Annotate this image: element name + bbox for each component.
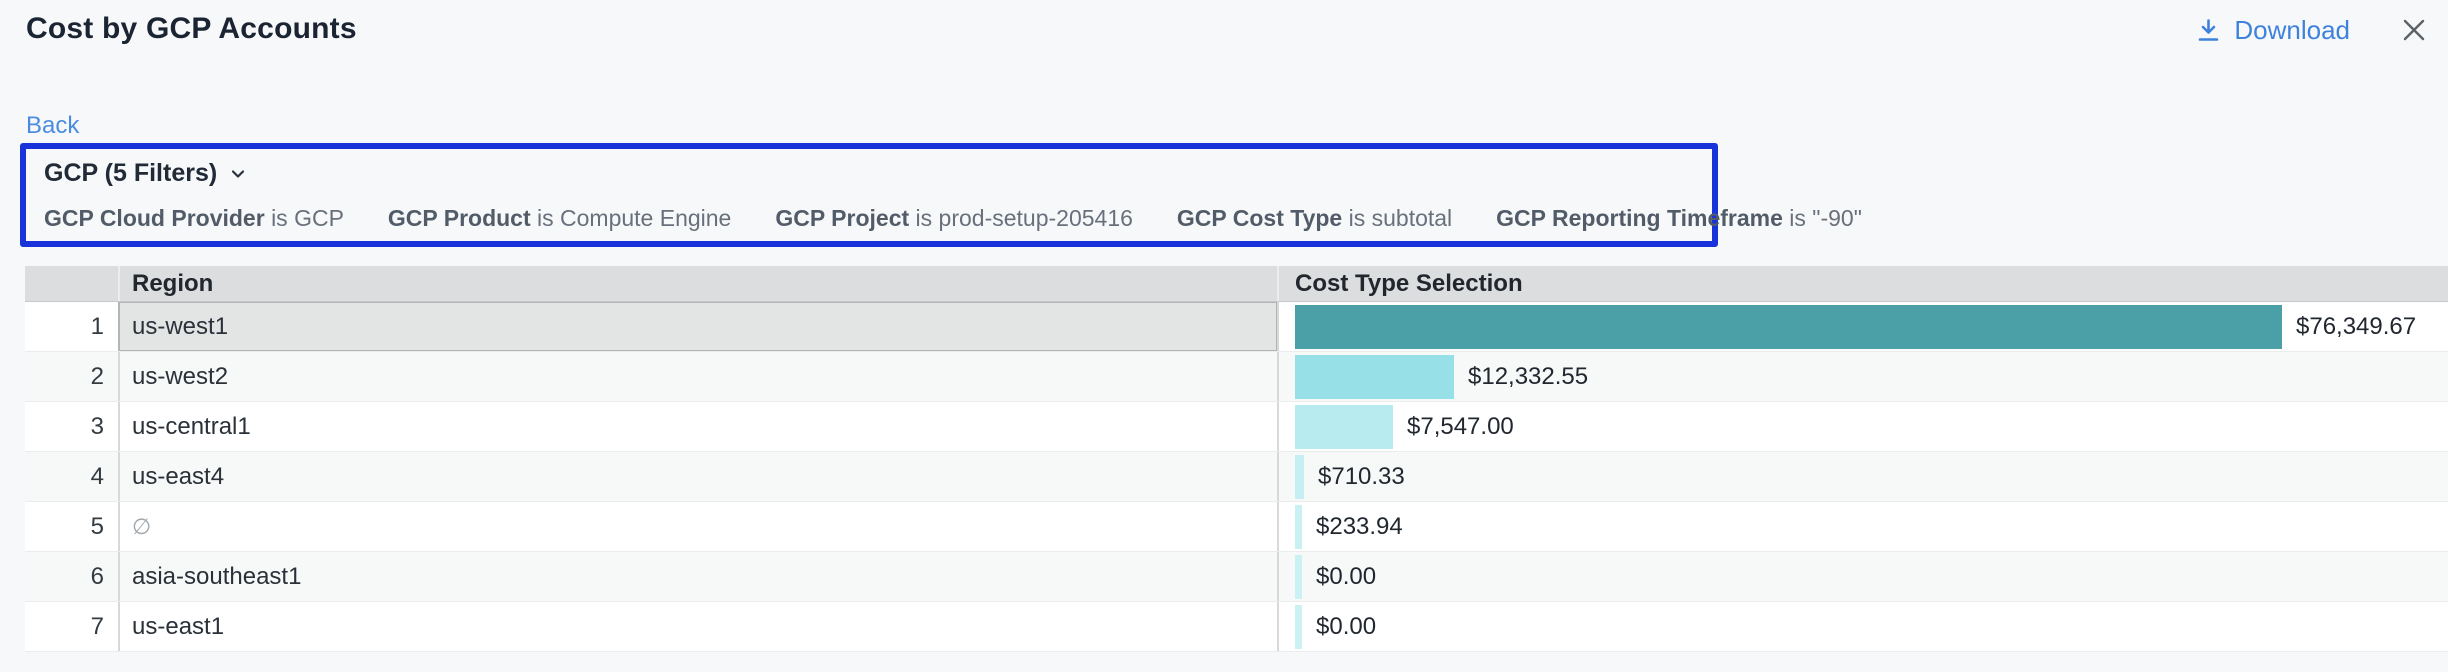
region-cell[interactable]: asia-southeast1: [118, 552, 1277, 601]
cost-bar: [1295, 554, 1302, 599]
cost-cell[interactable]: $233.94: [1277, 502, 2448, 551]
filter-chip[interactable]: GCP Project is prod-setup-205416: [775, 205, 1133, 232]
download-label: Download: [2234, 14, 2350, 45]
filter-chip[interactable]: GCP Product is Compute Engine: [388, 205, 731, 232]
index-column-header: [25, 266, 118, 301]
region-cell[interactable]: us-central1: [118, 402, 1277, 451]
filter-chip-list: GCP Cloud Provider is GCP GCP Product is …: [44, 205, 1862, 232]
region-column-header[interactable]: Region: [118, 266, 1277, 301]
cost-bar: [1295, 354, 1454, 399]
filter-name: GCP Cost Type: [1176, 205, 1343, 231]
cost-bar: [1295, 304, 2282, 349]
cost-cell[interactable]: $710.33: [1277, 452, 2448, 501]
cost-value: $7,547.00: [1407, 412, 1514, 440]
cost-value: $710.33: [1318, 462, 1405, 490]
cost-value: $0.00: [1316, 612, 1377, 640]
region-cell[interactable]: ∅: [118, 502, 1277, 551]
back-link[interactable]: Back: [26, 112, 80, 139]
filter-name: GCP Project: [775, 205, 910, 231]
table-row: 6 asia-southeast1 $0.00: [25, 552, 2448, 602]
cost-cell[interactable]: $76,349.67: [1277, 302, 2448, 351]
row-index: 4: [90, 462, 104, 490]
filter-chip[interactable]: GCP Reporting Timeframe is "-90": [1496, 205, 1862, 232]
row-index: 1: [90, 312, 104, 340]
row-index: 6: [90, 562, 104, 590]
table-row: 4 us-east4 $710.33: [25, 452, 2448, 502]
filter-condition: is prod-setup-205416: [915, 205, 1133, 231]
filters-dropdown[interactable]: GCP (5 Filters): [44, 159, 249, 188]
region-cell[interactable]: us-east1: [118, 602, 1277, 651]
page-title: Cost by GCP Accounts: [26, 12, 357, 45]
cost-column-header[interactable]: Cost Type Selection: [1277, 266, 2448, 301]
download-button[interactable]: Download: [2195, 15, 2350, 46]
filter-name: GCP Reporting Timeframe: [1496, 205, 1783, 231]
cost-value: $233.94: [1316, 512, 1403, 540]
cost-bar: [1295, 504, 1302, 549]
row-index: 2: [90, 362, 104, 390]
filter-chip[interactable]: GCP Cloud Provider is GCP: [44, 205, 344, 232]
region-cell[interactable]: us-west1: [118, 302, 1277, 351]
filter-condition: is GCP: [271, 205, 344, 231]
region-cell[interactable]: us-west2: [118, 352, 1277, 401]
table-body: 1 us-west1 $76,349.67 2 us-west2 $12,332.55 3 u…: [25, 302, 2448, 652]
cost-bar: [1295, 454, 1304, 499]
download-icon: [2195, 17, 2222, 44]
filter-chip[interactable]: GCP Cost Type is subtotal: [1177, 205, 1452, 232]
cost-bar: [1295, 604, 1302, 649]
cost-table: Region Cost Type Selection 1 us-west1 $76,…: [25, 266, 2448, 652]
cost-value: $76,349.67: [2296, 312, 2417, 340]
cost-cell[interactable]: $0.00: [1277, 552, 2448, 601]
close-icon: [2399, 15, 2429, 45]
cost-cell[interactable]: $7,547.00: [1277, 402, 2448, 451]
cost-cell[interactable]: $0.00: [1277, 602, 2448, 651]
close-button[interactable]: [2396, 12, 2432, 48]
table-row: 7 us-east1 $0.00: [25, 602, 2448, 652]
table-row: 5 ∅ $233.94: [25, 502, 2448, 552]
filters-summary-label: GCP (5 Filters): [44, 159, 218, 187]
table-row: 3 us-central1 $7,547.00: [25, 402, 2448, 452]
row-index: 7: [90, 612, 104, 640]
table-header-row: Region Cost Type Selection: [25, 266, 2448, 302]
filter-name: GCP Cloud Provider: [44, 205, 265, 231]
table-row: 2 us-west2 $12,332.55: [25, 352, 2448, 402]
filters-panel: GCP (5 Filters) GCP Cloud Provider is GC…: [20, 143, 1862, 247]
region-cell[interactable]: us-east4: [118, 452, 1277, 501]
chevron-down-icon: [227, 163, 249, 185]
filter-condition: is subtotal: [1348, 205, 1453, 231]
cost-cell[interactable]: $12,332.55: [1277, 352, 2448, 401]
table-row: 1 us-west1 $76,349.67: [25, 302, 2448, 352]
cost-value: $12,332.55: [1468, 362, 1589, 390]
filter-condition: is "-90": [1789, 205, 1862, 231]
row-index: 3: [90, 412, 104, 440]
cost-bar: [1295, 404, 1393, 449]
cost-value: $0.00: [1316, 562, 1377, 590]
filter-condition: is Compute Engine: [537, 205, 732, 231]
filter-name: GCP Product: [387, 205, 531, 231]
row-index: 5: [90, 512, 104, 540]
top-actions: Download: [2195, 12, 2432, 48]
